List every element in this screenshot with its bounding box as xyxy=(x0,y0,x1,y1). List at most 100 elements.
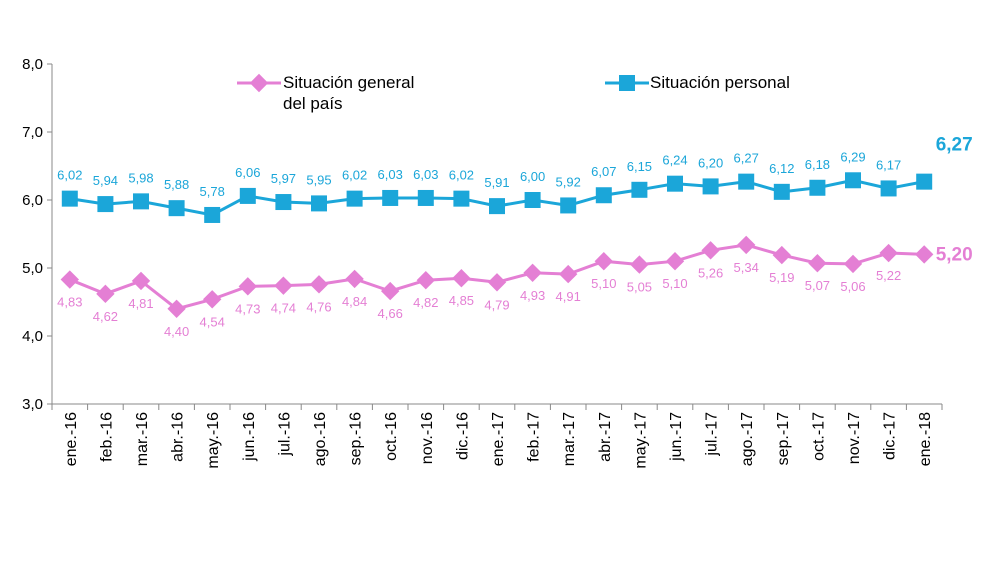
data-label: 5,06 xyxy=(840,279,865,294)
y-tick-label: 4,0 xyxy=(22,328,43,345)
data-label: 5,22 xyxy=(876,268,901,283)
marker xyxy=(417,189,434,206)
marker xyxy=(346,190,363,207)
data-label: 5,20 xyxy=(936,244,973,265)
marker xyxy=(809,179,826,196)
marker xyxy=(204,206,221,223)
x-tick-label: jul.-16 xyxy=(276,412,293,457)
x-tick-label: ene.-17 xyxy=(490,412,507,466)
marker xyxy=(489,198,505,215)
marker xyxy=(168,200,185,217)
marker xyxy=(738,173,755,190)
marker xyxy=(309,275,329,294)
marker xyxy=(275,194,292,211)
legend-label: Situación general del país xyxy=(283,73,415,113)
marker xyxy=(133,193,149,210)
x-tick-label: feb.-16 xyxy=(98,412,115,462)
data-label: 6,17 xyxy=(876,157,901,172)
data-label: 4,84 xyxy=(342,294,367,309)
data-label: 5,91 xyxy=(484,175,509,190)
marker xyxy=(701,241,720,260)
data-label: 5,07 xyxy=(805,278,830,293)
data-label: 5,26 xyxy=(698,265,723,280)
marker xyxy=(880,180,897,197)
marker xyxy=(879,243,898,263)
data-label: 6,00 xyxy=(520,169,545,184)
x-tick-label: sep.-16 xyxy=(348,412,365,465)
data-label: 4,40 xyxy=(164,324,189,339)
data-label: 6,02 xyxy=(342,168,367,183)
data-label: 6,07 xyxy=(591,164,616,179)
marker xyxy=(167,299,186,318)
marker xyxy=(311,195,327,212)
data-label: 4,81 xyxy=(128,296,153,311)
marker xyxy=(96,284,115,304)
data-label: 4,91 xyxy=(556,289,581,304)
data-label: 6,24 xyxy=(662,153,687,168)
x-tick-label: abr.-17 xyxy=(597,412,614,462)
x-tick-label: mar.-16 xyxy=(134,412,151,466)
y-tick-label: 6,0 xyxy=(22,192,43,209)
data-label: 6,02 xyxy=(57,168,82,183)
data-label: 5,88 xyxy=(164,177,189,192)
data-label: 4,74 xyxy=(271,301,296,316)
data-label: 6,27 xyxy=(936,135,973,156)
data-label: 6,27 xyxy=(734,151,759,166)
marker xyxy=(560,197,577,214)
data-label: 5,10 xyxy=(591,276,616,291)
y-tick-label: 5,0 xyxy=(22,260,43,277)
marker xyxy=(239,187,256,204)
x-tick-label: jun.-17 xyxy=(668,412,685,462)
data-label: 5,98 xyxy=(128,170,153,185)
data-label: 6,12 xyxy=(769,161,794,176)
x-tick-label: ago.-16 xyxy=(312,412,329,466)
x-tick-label: ago.-17 xyxy=(739,412,756,466)
data-label: 5,97 xyxy=(271,171,296,186)
data-label: 6,18 xyxy=(805,157,830,172)
marker xyxy=(523,263,542,282)
data-label: 5,10 xyxy=(662,276,687,291)
marker xyxy=(773,183,790,200)
x-tick-label: oct.-17 xyxy=(810,412,827,461)
marker xyxy=(916,173,933,190)
data-label: 6,20 xyxy=(698,155,723,170)
marker xyxy=(381,281,400,301)
data-label: 4,82 xyxy=(413,295,438,310)
data-label: 5,05 xyxy=(627,280,652,295)
x-tick-label: jul.-17 xyxy=(704,412,721,457)
x-tick-label: jun.-16 xyxy=(241,412,258,462)
x-tick-label: abr.-16 xyxy=(170,412,187,462)
x-tick-label: nov.-17 xyxy=(846,412,863,464)
x-tick-label: dic.-17 xyxy=(882,412,899,460)
x-tick-label: mar.-17 xyxy=(561,412,578,466)
data-label: 4,73 xyxy=(235,301,260,316)
marker xyxy=(382,189,399,206)
marker xyxy=(631,181,648,198)
x-tick-label: may.-16 xyxy=(205,412,222,469)
marker xyxy=(131,271,151,291)
x-tick-label: feb.-17 xyxy=(526,412,543,462)
data-label: 4,85 xyxy=(449,293,474,308)
x-tick-label: ene.-18 xyxy=(917,412,934,466)
data-label: 5,34 xyxy=(734,260,759,275)
x-tick-label: may.-17 xyxy=(632,412,649,469)
data-label: 6,15 xyxy=(627,159,652,174)
marker xyxy=(452,269,471,288)
marker xyxy=(559,264,578,284)
marker xyxy=(915,245,934,264)
marker xyxy=(274,276,293,295)
marker xyxy=(737,235,756,255)
marker xyxy=(60,270,79,289)
marker xyxy=(203,290,222,309)
marker xyxy=(345,269,364,289)
data-label: 6,03 xyxy=(378,167,403,182)
marker xyxy=(808,254,827,273)
marker xyxy=(487,273,507,292)
data-label: 5,19 xyxy=(769,270,794,285)
data-label: 5,92 xyxy=(556,174,581,189)
marker xyxy=(524,192,541,208)
data-label: 6,06 xyxy=(235,165,260,180)
marker xyxy=(702,178,719,195)
